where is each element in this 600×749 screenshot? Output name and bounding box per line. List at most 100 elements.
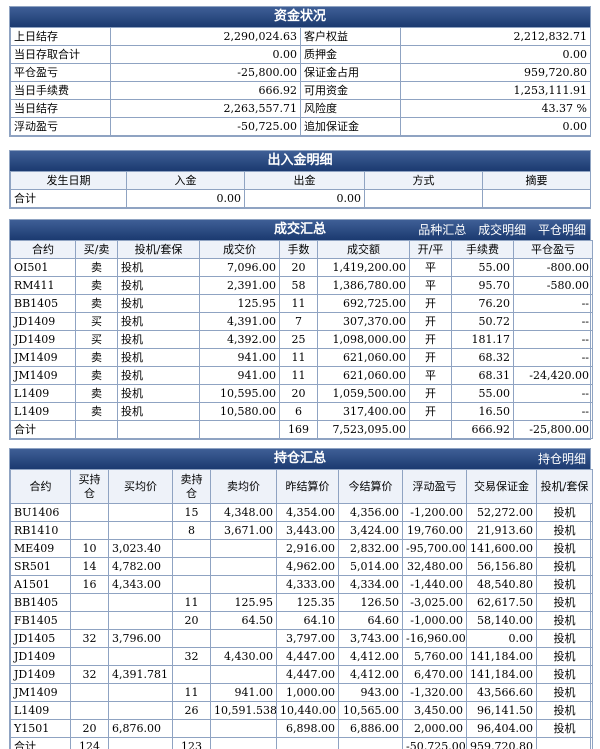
positions-title: 持仓汇总 持仓明细: [10, 449, 590, 469]
table-cell: [210, 539, 277, 558]
column-header: 浮动盈亏: [402, 469, 467, 504]
table-cell: 买: [75, 312, 118, 331]
table-cell: 141,184.00: [466, 665, 537, 684]
table-cell: SR501: [10, 557, 71, 576]
table-cell: [276, 737, 339, 749]
table-cell: 55.00: [451, 384, 514, 403]
column-header: 手续费: [451, 240, 514, 259]
capital-row: 当日存取合计 0.00 质押金 0.00: [10, 45, 591, 64]
table-cell: 投机: [117, 384, 200, 403]
table-cell: 20: [279, 384, 318, 403]
capital-section: 资金状况 上日结存 2,290,024.63 客户权益 2,212,832.71 当日存…: [9, 6, 591, 137]
table-cell: [172, 629, 211, 648]
table-cell: 1,098,000.00: [317, 330, 410, 349]
capital-label: 上日结存: [10, 27, 111, 46]
table-cell: 4,412.00: [338, 665, 403, 684]
table-row: JM1409 卖投机 941.00 11 621,060.00 开 68.32 --: [10, 348, 593, 367]
table-cell: 10,591.538: [210, 701, 277, 720]
table-row: ME409 10 3,023.40 2,916.00 2,832.00 -95,700.0…: [10, 539, 593, 558]
table-cell: 开: [409, 348, 452, 367]
table-cell: [172, 719, 211, 738]
table-row: BU1406 15 4,348.00 4,354.00 4,356.00 -1,200.0…: [10, 503, 593, 522]
table-cell: 投机: [117, 294, 200, 313]
table-cell: 941.00: [199, 348, 280, 367]
tab-variety-summary[interactable]: 品种汇总: [418, 223, 467, 237]
positions-total-row: 合计 124 123 -50,725.00 959,720.80: [10, 737, 593, 749]
cashflow-section: 出入金明细 发生日期 入金 出金 方式 摘要 合计 0.00 0.00: [9, 150, 591, 209]
column-header: 昨结算价: [276, 469, 339, 504]
table-cell: 10,565.00: [338, 701, 403, 720]
capital-value: 2,212,832.71: [400, 27, 591, 46]
table-cell: 10,580.00: [199, 402, 280, 421]
capital-value: 666.92: [110, 81, 301, 100]
table-cell: 0.00: [126, 189, 245, 208]
table-cell: [108, 521, 173, 540]
table-cell: A1501: [10, 575, 71, 594]
table-cell: JD1409: [10, 330, 76, 349]
table-cell: FB1405: [10, 611, 71, 630]
table-cell: 8: [172, 521, 211, 540]
table-cell: 买: [75, 330, 118, 349]
table-cell: 卖: [75, 294, 118, 313]
table-cell: 4,354.00: [276, 503, 339, 522]
table-cell: 125.95: [210, 593, 277, 612]
table-cell: 开: [409, 312, 452, 331]
table-cell: 4,782.00: [108, 557, 173, 576]
table-cell: 64.60: [338, 611, 403, 630]
table-cell: -16,960.00: [402, 629, 467, 648]
table-cell: JM1409: [10, 348, 76, 367]
table-cell: 20: [279, 258, 318, 277]
table-cell: 投机: [536, 647, 593, 666]
tab-close-detail[interactable]: 平仓明细: [537, 223, 586, 237]
table-cell: [199, 420, 280, 439]
table-cell: [210, 719, 277, 738]
table-cell: JM1409: [10, 366, 76, 385]
table-cell: 0.00: [466, 629, 537, 648]
table-cell: -1,440.00: [402, 575, 467, 594]
tab-trade-detail[interactable]: 成交明细: [478, 223, 527, 237]
table-cell: 6: [279, 402, 318, 421]
table-cell: L1409: [10, 384, 76, 403]
table-cell: 3,023.40: [108, 539, 173, 558]
table-cell: 1,059,500.00: [317, 384, 410, 403]
table-cell: 4,447.00: [276, 665, 339, 684]
table-cell: 0.00: [244, 189, 365, 208]
table-cell: 6,470.00: [402, 665, 467, 684]
table-cell: 56,156.80: [466, 557, 537, 576]
table-cell: 11: [279, 294, 318, 313]
table-cell: 合计: [10, 737, 71, 749]
table-cell: 投机: [536, 611, 593, 630]
capital-label: 保证金占用: [300, 63, 401, 82]
table-cell: 26: [172, 701, 211, 720]
table-cell: 卖: [75, 348, 118, 367]
table-cell: 4,391.00: [199, 312, 280, 331]
tab-position-detail[interactable]: 持仓明细: [537, 452, 586, 466]
table-cell: -1,320.00: [402, 683, 467, 702]
table-row: L1409 卖投机 10,580.00 6 317,400.00 开 16.50 --: [10, 402, 593, 421]
table-cell: [108, 647, 173, 666]
table-cell: [172, 539, 211, 558]
table-cell: JD1409: [10, 647, 71, 666]
table-row: JD1405 32 3,796.00 3,797.00 3,743.00 -16,960.…: [10, 629, 593, 648]
table-cell: 307,370.00: [317, 312, 410, 331]
capital-label: 当日手续费: [10, 81, 111, 100]
table-cell: 投机: [117, 276, 200, 295]
table-cell: OI501: [10, 258, 76, 277]
table-cell: 开: [409, 384, 452, 403]
table-cell: --: [513, 348, 593, 367]
column-header: 投机/套保: [536, 469, 593, 504]
table-cell: --: [513, 384, 593, 403]
table-cell: [338, 737, 403, 749]
table-row: L1409 卖投机 10,595.00 20 1,059,500.00 开 55.00 --: [10, 384, 593, 403]
table-cell: 1,000.00: [276, 683, 339, 702]
table-cell: 941.00: [210, 683, 277, 702]
table-cell: 16: [70, 575, 109, 594]
table-cell: 投机: [117, 366, 200, 385]
table-cell: -50,725.00: [402, 737, 467, 749]
table-cell: 55.00: [451, 258, 514, 277]
table-cell: 4,391.781: [108, 665, 173, 684]
table-cell: 95.70: [451, 276, 514, 295]
table-cell: 4,348.00: [210, 503, 277, 522]
table-cell: [108, 593, 173, 612]
column-header: 投机/套保: [117, 240, 200, 259]
